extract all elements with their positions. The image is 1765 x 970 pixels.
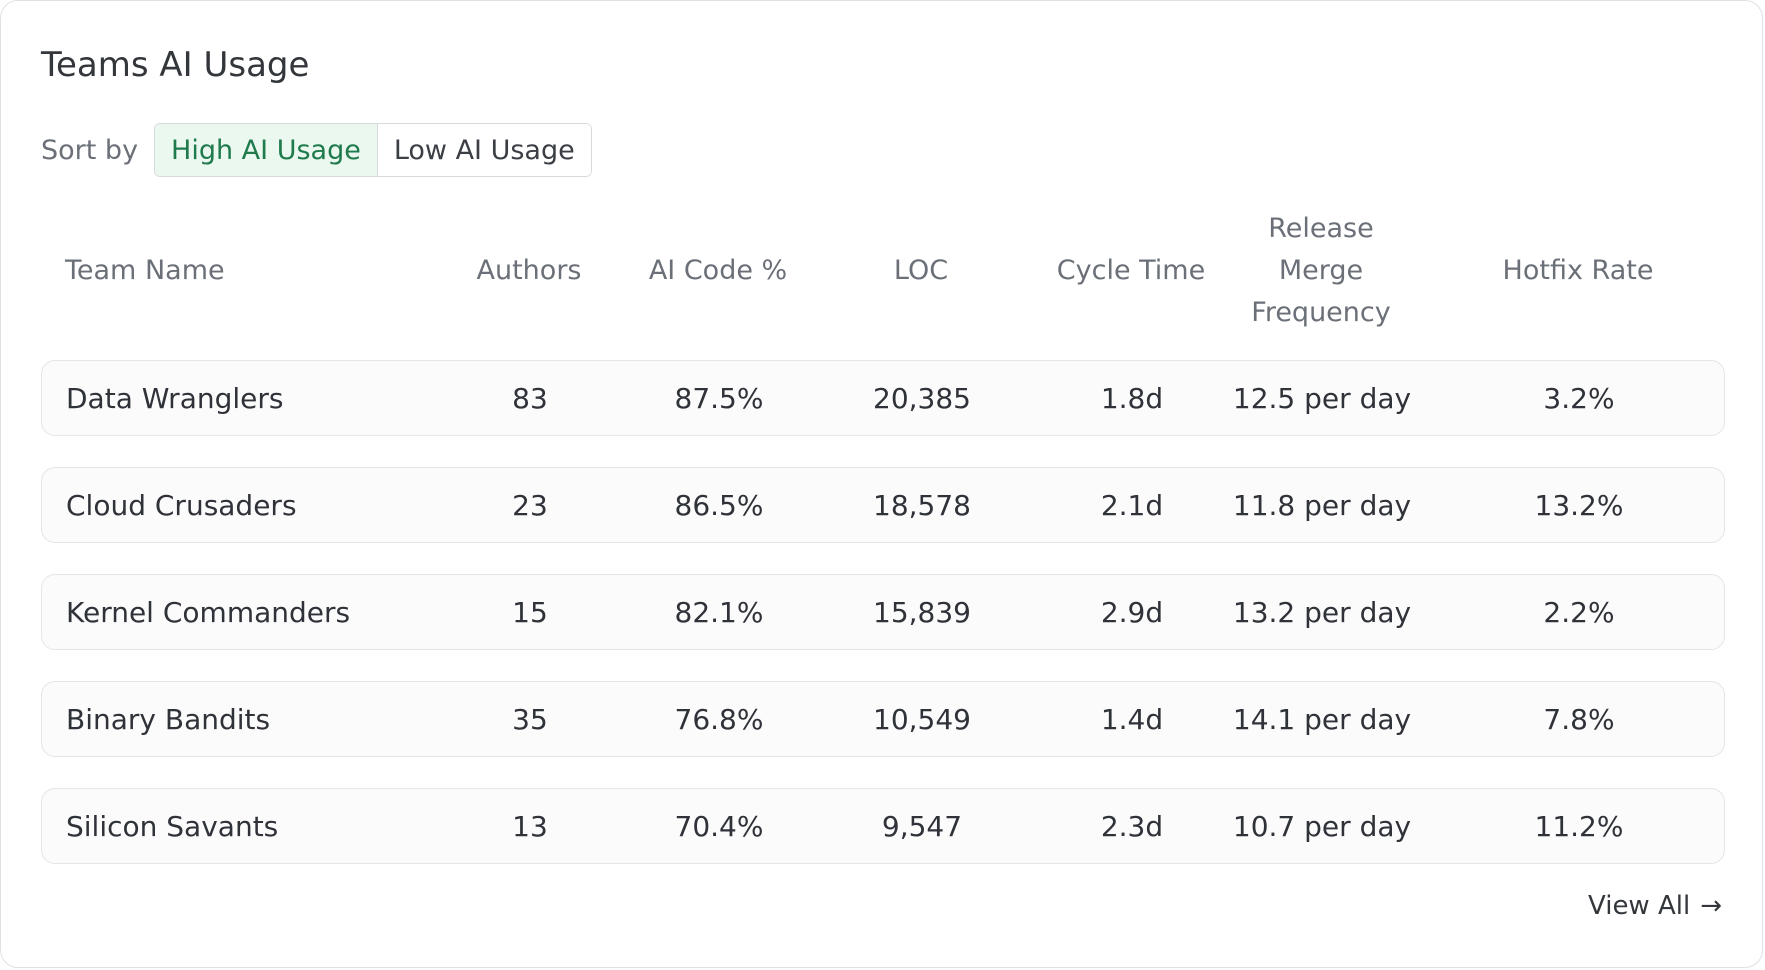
cell-cycle-time: 1.8d [1100, 381, 1164, 415]
cell-cycle-time: 2.9d [1100, 595, 1164, 629]
cell-cycle-time: 1.4d [1100, 702, 1164, 736]
cell-ai-code-percent: 70.4% [674, 809, 764, 843]
view-all-link[interactable]: View All → [1588, 891, 1722, 921]
cell-release-merge-frequency: 11.8 per day [1232, 488, 1412, 522]
column-header-cycle-time: Cycle Time [1056, 255, 1206, 286]
column-header-loc: LOC [893, 255, 949, 286]
cell-loc: 20,385 [873, 381, 971, 415]
column-header-release-merge-frequency: Release Merge Frequency [1211, 206, 1431, 336]
cell-cycle-time: 2.1d [1100, 488, 1164, 522]
arrow-right-icon: → [1700, 891, 1722, 921]
cell-loc: 9,547 [881, 809, 963, 843]
cell-ai-code-percent: 76.8% [674, 702, 764, 736]
cell-ai-code-percent: 86.5% [674, 488, 764, 522]
cell-authors: 23 [512, 488, 548, 522]
cell-hotfix-rate: 2.2% [1543, 595, 1615, 629]
cell-release-merge-frequency: 12.5 per day [1232, 381, 1412, 415]
column-header-ai-code-percent: AI Code % [648, 255, 788, 286]
cell-ai-code-percent: 82.1% [674, 595, 764, 629]
column-header-team-name: Team Name [65, 255, 225, 286]
cell-cycle-time: 2.3d [1100, 809, 1164, 843]
card-title: Teams AI Usage [41, 45, 310, 85]
cell-team-name: Data Wranglers [66, 381, 284, 415]
cell-loc: 18,578 [873, 488, 971, 522]
cell-loc: 15,839 [873, 595, 971, 629]
column-header-release-line-2: Merge [1278, 255, 1364, 286]
table-row[interactable]: Data Wranglers 83 87.5% 20,385 1.8d 12.5… [41, 360, 1725, 436]
column-header-release-line-3: Frequency [1251, 297, 1391, 328]
cell-hotfix-rate: 3.2% [1543, 381, 1615, 415]
sort-segmented-control: High AI Usage Low AI Usage [154, 123, 592, 177]
cell-ai-code-percent: 87.5% [674, 381, 764, 415]
cell-authors: 15 [512, 595, 548, 629]
table-row[interactable]: Kernel Commanders 15 82.1% 15,839 2.9d 1… [41, 574, 1725, 650]
cell-team-name: Kernel Commanders [66, 595, 351, 629]
cell-hotfix-rate: 11.2% [1534, 809, 1624, 843]
column-header-authors: Authors [476, 255, 582, 286]
cell-team-name: Cloud Crusaders [66, 488, 297, 522]
sort-option-high-ai-usage[interactable]: High AI Usage [155, 124, 378, 176]
cell-release-merge-frequency: 13.2 per day [1232, 595, 1412, 629]
cell-hotfix-rate: 13.2% [1534, 488, 1624, 522]
cell-hotfix-rate: 7.8% [1543, 702, 1615, 736]
cell-authors: 13 [512, 809, 548, 843]
cell-authors: 35 [512, 702, 548, 736]
sort-control: Sort by High AI Usage Low AI Usage [41, 123, 592, 177]
table-row[interactable]: Cloud Crusaders 23 86.5% 18,578 2.1d 11.… [41, 467, 1725, 543]
table-header: Team Name Authors AI Code % LOC Cycle Ti… [41, 206, 1725, 336]
cell-team-name: Binary Bandits [66, 702, 271, 736]
sort-label: Sort by [41, 134, 139, 166]
cell-release-merge-frequency: 14.1 per day [1232, 702, 1412, 736]
cell-authors: 83 [512, 381, 548, 415]
cell-release-merge-frequency: 10.7 per day [1232, 809, 1412, 843]
column-header-hotfix-rate: Hotfix Rate [1502, 255, 1654, 286]
table-body: Data Wranglers 83 87.5% 20,385 1.8d 12.5… [41, 360, 1725, 895]
table-row[interactable]: Binary Bandits 35 76.8% 10,549 1.4d 14.1… [41, 681, 1725, 757]
cell-team-name: Silicon Savants [66, 809, 279, 843]
view-all-label: View All [1588, 891, 1691, 921]
cell-loc: 10,549 [873, 702, 971, 736]
column-header-release-line-1: Release [1268, 213, 1374, 244]
sort-option-low-ai-usage[interactable]: Low AI Usage [377, 124, 591, 176]
table-row[interactable]: Silicon Savants 13 70.4% 9,547 2.3d 10.7… [41, 788, 1725, 864]
